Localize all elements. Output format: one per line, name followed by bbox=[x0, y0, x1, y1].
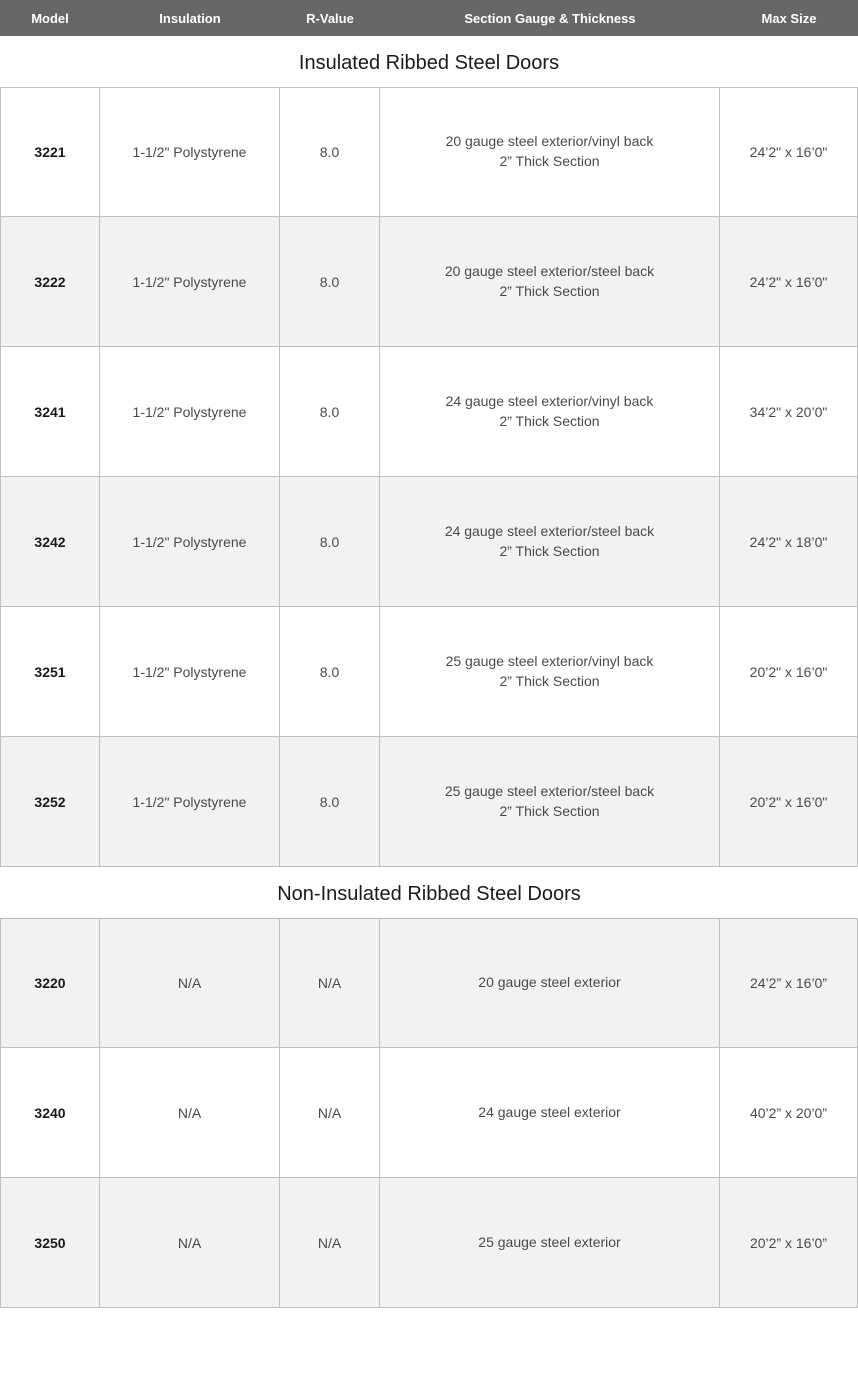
cell-section-line2: 2” Thick Section bbox=[499, 802, 599, 822]
cell-section: 25 gauge steel exterior bbox=[380, 1178, 720, 1308]
cell-maxsize: 24’2" x 18’0" bbox=[720, 477, 858, 607]
cell-rvalue: N/A bbox=[280, 1178, 380, 1308]
cell-rvalue: 8.0 bbox=[280, 87, 380, 217]
cell-rvalue: 8.0 bbox=[280, 607, 380, 737]
cell-rvalue: 8.0 bbox=[280, 477, 380, 607]
cell-model: 3250 bbox=[0, 1178, 100, 1308]
cell-insulation: 1-1/2" Polystyrene bbox=[100, 737, 280, 867]
header-rvalue: R-Value bbox=[280, 11, 380, 26]
cell-section: 20 gauge steel exterior/steel back2” Thi… bbox=[380, 217, 720, 347]
header-model: Model bbox=[0, 11, 100, 26]
cell-model: 3241 bbox=[0, 347, 100, 477]
cell-rvalue: 8.0 bbox=[280, 347, 380, 477]
cell-insulation: 1-1/2" Polystyrene bbox=[100, 347, 280, 477]
cell-maxsize: 40’2” x 20’0” bbox=[720, 1048, 858, 1178]
header-section: Section Gauge & Thickness bbox=[380, 11, 720, 26]
cell-rvalue: N/A bbox=[280, 918, 380, 1048]
cell-insulation: N/A bbox=[100, 918, 280, 1048]
cell-insulation: 1-1/2" Polystyrene bbox=[100, 477, 280, 607]
cell-model: 3251 bbox=[0, 607, 100, 737]
cell-maxsize: 34’2" x 20’0" bbox=[720, 347, 858, 477]
table-row: 32221-1/2" Polystyrene8.020 gauge steel … bbox=[0, 217, 858, 347]
cell-section-line2: 2” Thick Section bbox=[499, 152, 599, 172]
table-header-row: Model Insulation R-Value Section Gauge &… bbox=[0, 0, 858, 36]
cell-section: 24 gauge steel exterior/steel back2” Thi… bbox=[380, 477, 720, 607]
cell-section-line1: 20 gauge steel exterior/vinyl back bbox=[446, 132, 654, 152]
cell-insulation: 1-1/2" Polystyrene bbox=[100, 217, 280, 347]
cell-section: 20 gauge steel exterior/vinyl back2” Thi… bbox=[380, 87, 720, 217]
cell-section-line1: 20 gauge steel exterior/steel back bbox=[445, 262, 654, 282]
cell-section-line1: 20 gauge steel exterior bbox=[478, 973, 620, 993]
cell-maxsize: 20’2” x 16’0” bbox=[720, 1178, 858, 1308]
table-row: 3250N/AN/A25 gauge steel exterior20’2” x… bbox=[0, 1178, 858, 1308]
table-row: 32421-1/2" Polystyrene8.024 gauge steel … bbox=[0, 477, 858, 607]
cell-section-line1: 24 gauge steel exterior bbox=[478, 1103, 620, 1123]
header-maxsize: Max Size bbox=[720, 11, 858, 26]
cell-model: 3240 bbox=[0, 1048, 100, 1178]
header-insulation: Insulation bbox=[100, 11, 280, 26]
section-title: Insulated Ribbed Steel Doors bbox=[0, 36, 858, 87]
cell-model: 3222 bbox=[0, 217, 100, 347]
cell-maxsize: 24’2” x 16’0” bbox=[720, 918, 858, 1048]
cell-section-line2: 2” Thick Section bbox=[499, 412, 599, 432]
cell-section-line1: 25 gauge steel exterior bbox=[478, 1233, 620, 1253]
cell-rvalue: N/A bbox=[280, 1048, 380, 1178]
data-table: 32211-1/2" Polystyrene8.020 gauge steel … bbox=[0, 87, 858, 867]
cell-maxsize: 24’2" x 16’0" bbox=[720, 217, 858, 347]
cell-maxsize: 20’2" x 16’0" bbox=[720, 737, 858, 867]
cell-section-line2: 2” Thick Section bbox=[499, 672, 599, 692]
cell-insulation: N/A bbox=[100, 1048, 280, 1178]
cell-section: 24 gauge steel exterior bbox=[380, 1048, 720, 1178]
data-table: 3220N/AN/A20 gauge steel exterior24’2” x… bbox=[0, 918, 858, 1308]
cell-model: 3220 bbox=[0, 918, 100, 1048]
cell-model: 3252 bbox=[0, 737, 100, 867]
table-row: 3240N/AN/A24 gauge steel exterior40’2” x… bbox=[0, 1048, 858, 1178]
sections-container: Insulated Ribbed Steel Doors32211-1/2" P… bbox=[0, 36, 858, 1308]
cell-rvalue: 8.0 bbox=[280, 217, 380, 347]
cell-insulation: 1-1/2" Polystyrene bbox=[100, 87, 280, 217]
cell-section-line2: 2” Thick Section bbox=[499, 282, 599, 302]
cell-section-line1: 24 gauge steel exterior/vinyl back bbox=[446, 392, 654, 412]
table-row: 32411-1/2" Polystyrene8.024 gauge steel … bbox=[0, 347, 858, 477]
cell-maxsize: 24’2" x 16’0" bbox=[720, 87, 858, 217]
cell-section: 20 gauge steel exterior bbox=[380, 918, 720, 1048]
cell-section-line2: 2” Thick Section bbox=[499, 542, 599, 562]
cell-model: 3221 bbox=[0, 87, 100, 217]
table-row: 32211-1/2" Polystyrene8.020 gauge steel … bbox=[0, 87, 858, 217]
cell-section-line1: 25 gauge steel exterior/steel back bbox=[445, 782, 654, 802]
table-row: 3220N/AN/A20 gauge steel exterior24’2” x… bbox=[0, 918, 858, 1048]
cell-model: 3242 bbox=[0, 477, 100, 607]
cell-insulation: 1-1/2" Polystyrene bbox=[100, 607, 280, 737]
cell-section: 25 gauge steel exterior/steel back2” Thi… bbox=[380, 737, 720, 867]
table-row: 32511-1/2" Polystyrene8.025 gauge steel … bbox=[0, 607, 858, 737]
cell-section-line1: 25 gauge steel exterior/vinyl back bbox=[446, 652, 654, 672]
cell-maxsize: 20’2" x 16’0" bbox=[720, 607, 858, 737]
section-title: Non-Insulated Ribbed Steel Doors bbox=[0, 867, 858, 918]
table-row: 32521-1/2" Polystyrene8.025 gauge steel … bbox=[0, 737, 858, 867]
cell-section-line1: 24 gauge steel exterior/steel back bbox=[445, 522, 654, 542]
cell-insulation: N/A bbox=[100, 1178, 280, 1308]
cell-section: 24 gauge steel exterior/vinyl back2” Thi… bbox=[380, 347, 720, 477]
cell-rvalue: 8.0 bbox=[280, 737, 380, 867]
cell-section: 25 gauge steel exterior/vinyl back2” Thi… bbox=[380, 607, 720, 737]
